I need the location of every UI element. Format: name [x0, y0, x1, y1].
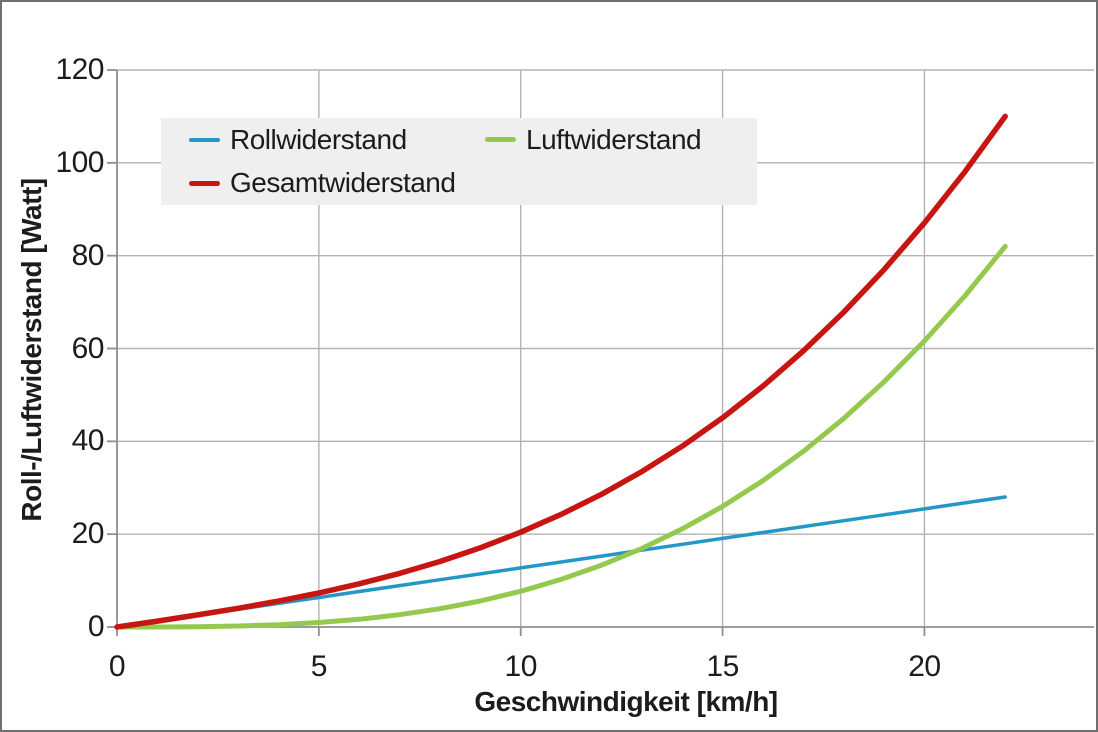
y-axis-title: Roll-/Luftwiderstand [Watt] [16, 178, 47, 522]
x-tick-label: 15 [706, 650, 739, 683]
curve-gesamtwiderstand [114, 113, 1008, 630]
y-tick-label: 0 [87, 610, 105, 643]
x-axis-title: Geschwindigkeit [km/h] [474, 686, 778, 717]
x-tick-label: 10 [504, 650, 538, 683]
legend-line-swatch [189, 138, 220, 142]
y-tick-label: 60 [71, 331, 105, 365]
legend-item-gesamtwiderstand: Gesamtwiderstand [189, 167, 485, 199]
legend-label: Rollwiderstand [230, 123, 407, 155]
x-tick-label: 20 [908, 650, 941, 683]
curve-luftwiderstand [114, 243, 1008, 630]
y-tick-label: 40 [71, 424, 105, 458]
legend-label: Luftwiderstand [526, 123, 702, 155]
legend-line-swatch [485, 137, 516, 143]
legend: Rollwiderstand Luftwiderstand Gesamtwiders… [161, 118, 757, 205]
legend-item-rollwiderstand: Rollwiderstand [189, 124, 485, 156]
x-tick-label: 0 [108, 650, 126, 683]
legend-line-swatch [189, 180, 220, 186]
y-tick-label: 20 [71, 517, 105, 551]
y-tick-label: 120 [55, 53, 104, 86]
y-tick-label: 100 [55, 145, 104, 179]
legend-item-luftwiderstand: Luftwiderstand [485, 124, 757, 156]
legend-label: Gesamtwiderstand [230, 167, 456, 199]
x-tick-label: 5 [310, 650, 328, 683]
y-tick-label: 80 [71, 238, 105, 272]
